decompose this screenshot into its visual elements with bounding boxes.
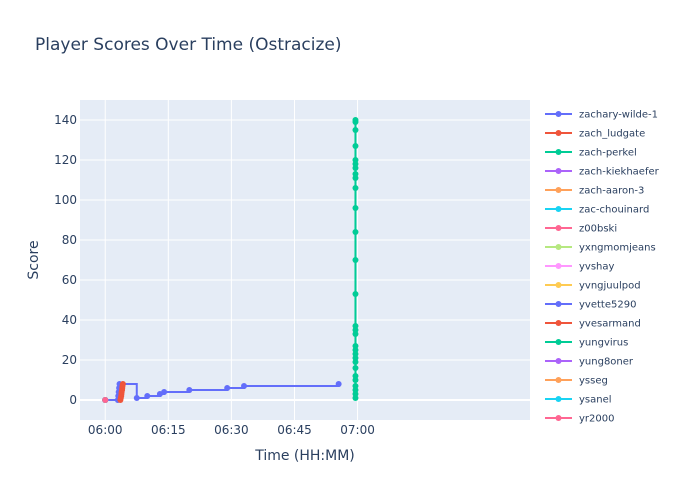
legend-item[interactable]: yvngjuulpod	[545, 281, 641, 292]
legend-item[interactable]: ysanel	[545, 395, 612, 406]
legend-label: zach-aaron-3	[579, 186, 644, 197]
legend-item[interactable]: yvshay	[545, 262, 615, 273]
x-tick-label: 06:15	[151, 423, 186, 437]
data-point[interactable]	[102, 397, 109, 403]
legend[interactable]: zachary-wilde-1 zach_ludgate zach-perkel za…	[545, 110, 660, 425]
legend-item[interactable]: zach-perkel	[545, 148, 637, 159]
series-zach-perkel	[352, 117, 359, 401]
data-point[interactable]	[352, 291, 359, 297]
y-axis-title: Score	[26, 240, 42, 279]
chart-title: Player Scores Over Time (Ostracize)	[35, 35, 342, 55]
legend-label: zach-kiekhaefer	[579, 167, 660, 178]
legend-marker	[555, 301, 562, 307]
data-point[interactable]	[335, 381, 342, 387]
data-point[interactable]	[352, 127, 359, 133]
plot-background	[80, 100, 530, 420]
series-yr2000	[102, 397, 109, 403]
legend-marker	[555, 130, 562, 136]
legend-label: zac-chouinard	[579, 205, 649, 216]
legend-marker	[555, 263, 562, 269]
data-point[interactable]	[352, 157, 359, 163]
legend-marker	[555, 149, 562, 155]
x-tick-label: 06:00	[88, 423, 123, 437]
y-tick-label: 140	[54, 113, 77, 127]
y-tick-label: 60	[62, 273, 77, 287]
legend-item[interactable]: ysseg	[545, 376, 608, 387]
legend-label: z00bski	[579, 224, 617, 235]
y-tick-label: 0	[69, 393, 77, 407]
legend-label: zach_ludgate	[579, 129, 645, 140]
data-point[interactable]	[186, 387, 193, 393]
legend-label: yvshay	[579, 262, 615, 273]
data-point[interactable]	[161, 389, 168, 395]
legend-item[interactable]: yr2000	[545, 414, 614, 425]
data-point[interactable]	[352, 185, 359, 191]
data-point[interactable]	[352, 171, 359, 177]
legend-marker	[555, 320, 562, 326]
legend-marker	[555, 244, 562, 250]
data-point[interactable]	[224, 385, 231, 391]
legend-label: yung8oner	[579, 357, 634, 368]
data-point[interactable]	[144, 393, 151, 399]
legend-item[interactable]: zach-kiekhaefer	[545, 167, 660, 178]
legend-label: zach-perkel	[579, 148, 637, 159]
legend-item[interactable]: yvesarmand	[545, 319, 641, 330]
data-point[interactable]	[352, 323, 359, 329]
series-zach_ludgate	[117, 381, 126, 403]
y-tick-label: 40	[62, 313, 77, 327]
legend-marker	[555, 206, 562, 212]
data-point[interactable]	[352, 257, 359, 263]
y-tick-label: 20	[62, 353, 77, 367]
legend-label: yungvirus	[579, 338, 628, 349]
legend-item[interactable]: yvette5290	[545, 300, 636, 311]
legend-label: zachary-wilde-1	[579, 110, 658, 121]
legend-label: yvesarmand	[579, 319, 641, 330]
legend-marker	[555, 396, 562, 402]
y-tick-label: 100	[54, 193, 77, 207]
legend-item[interactable]: zac-chouinard	[545, 205, 649, 216]
legend-label: yvngjuulpod	[579, 281, 641, 292]
data-point[interactable]	[352, 117, 359, 123]
legend-marker	[555, 187, 562, 193]
data-point[interactable]	[241, 383, 248, 389]
legend-marker	[555, 282, 562, 288]
legend-label: ysanel	[579, 395, 612, 406]
data-point[interactable]	[352, 143, 359, 149]
legend-marker	[555, 358, 562, 364]
x-tick-label: 07:00	[340, 423, 375, 437]
axis-ticks: 06:00 06:15 06:30 06:45 07:00 0 20 40 60 80 100 120…	[54, 113, 375, 437]
data-point[interactable]	[352, 343, 359, 349]
legend-item[interactable]: yxngmomjeans	[545, 243, 656, 254]
data-point[interactable]	[352, 383, 359, 389]
data-point[interactable]	[133, 395, 140, 401]
series-layer	[102, 117, 359, 403]
legend-item[interactable]: yung8oner	[545, 357, 634, 368]
legend-item[interactable]: yungvirus	[545, 338, 628, 349]
data-point[interactable]	[352, 205, 359, 211]
data-point[interactable]	[352, 365, 359, 371]
y-tick-label: 80	[62, 233, 77, 247]
legend-marker	[555, 415, 562, 421]
legend-item[interactable]: zachary-wilde-1	[545, 110, 658, 121]
x-tick-label: 06:30	[214, 423, 249, 437]
data-point[interactable]	[352, 373, 359, 379]
legend-label: yr2000	[579, 414, 614, 425]
legend-item[interactable]: zach-aaron-3	[545, 186, 644, 197]
legend-marker	[555, 225, 562, 231]
y-tick-label: 120	[54, 153, 77, 167]
legend-marker	[555, 339, 562, 345]
data-point[interactable]	[352, 229, 359, 235]
legend-item[interactable]: z00bski	[545, 224, 617, 235]
x-tick-label: 06:45	[277, 423, 312, 437]
legend-label: ysseg	[579, 376, 608, 387]
x-axis-title: Time (HH:MM)	[254, 448, 355, 464]
legend-label: yxngmomjeans	[579, 243, 656, 254]
legend-marker	[555, 168, 562, 174]
legend-label: yvette5290	[579, 300, 636, 311]
legend-marker	[555, 377, 562, 383]
legend-marker	[555, 111, 562, 117]
legend-item[interactable]: zach_ludgate	[545, 129, 645, 140]
data-point[interactable]	[119, 381, 126, 387]
